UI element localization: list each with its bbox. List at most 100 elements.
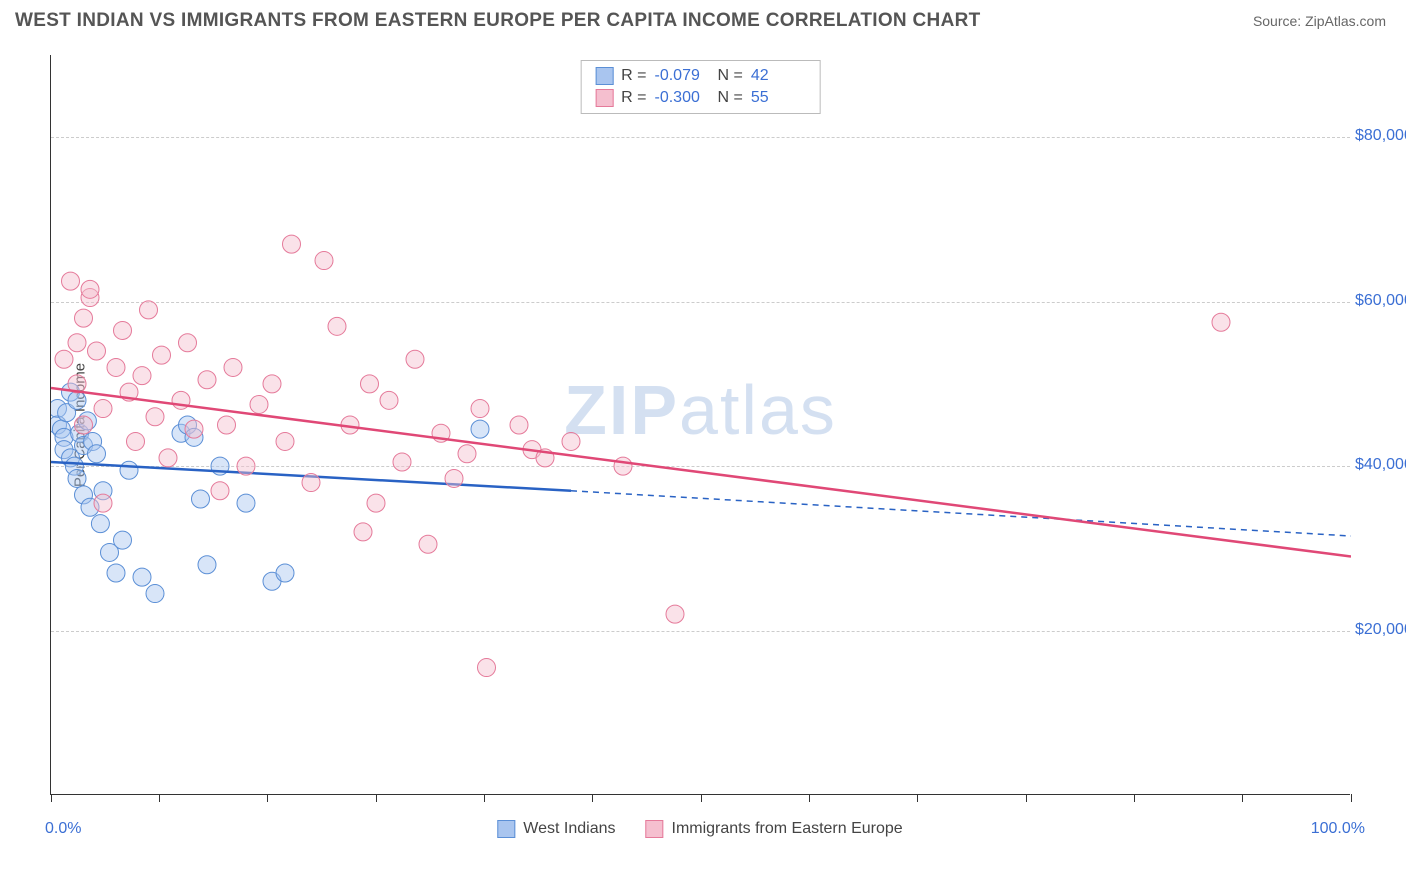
scatter-point xyxy=(510,416,528,434)
scatter-point xyxy=(445,469,463,487)
chart-container: Per Capita Income ZIPatlas R = -0.079 N … xyxy=(50,55,1350,795)
scatter-point xyxy=(471,400,489,418)
scatter-point xyxy=(68,391,86,409)
x-tick xyxy=(1242,794,1243,802)
scatter-point xyxy=(458,445,476,463)
legend-label-1: West Indians xyxy=(523,820,615,838)
scatter-point xyxy=(250,395,268,413)
scatter-point xyxy=(478,659,496,677)
scatter-point xyxy=(133,568,151,586)
scatter-point xyxy=(107,564,125,582)
y-tick-label: $60,000 xyxy=(1355,292,1406,310)
scatter-point xyxy=(114,321,132,339)
x-axis-min-label: 0.0% xyxy=(45,820,81,838)
x-tick xyxy=(917,794,918,802)
stats-n-value-1: 42 xyxy=(751,67,806,85)
scatter-point xyxy=(107,358,125,376)
stats-row-2: R = -0.300 N = 55 xyxy=(595,87,806,109)
stats-n-label-2: N = xyxy=(718,89,743,107)
stats-n-label-1: N = xyxy=(718,67,743,85)
scatter-point xyxy=(224,358,242,376)
stats-swatch-2 xyxy=(595,89,613,107)
legend-label-2: Immigrants from Eastern Europe xyxy=(672,820,903,838)
scatter-point xyxy=(146,408,164,426)
x-tick xyxy=(376,794,377,802)
scatter-point xyxy=(471,420,489,438)
scatter-point xyxy=(153,346,171,364)
x-tick xyxy=(267,794,268,802)
scatter-point xyxy=(146,585,164,603)
x-tick xyxy=(1026,794,1027,802)
scatter-point xyxy=(94,400,112,418)
scatter-point xyxy=(75,416,93,434)
scatter-point xyxy=(276,432,294,450)
scatter-point xyxy=(198,556,216,574)
scatter-point xyxy=(198,371,216,389)
scatter-point xyxy=(302,474,320,492)
chart-header: WEST INDIAN VS IMMIGRANTS FROM EASTERN E… xyxy=(0,0,1406,37)
scatter-point xyxy=(114,531,132,549)
x-tick xyxy=(51,794,52,802)
scatter-point xyxy=(88,445,106,463)
legend-item-2: Immigrants from Eastern Europe xyxy=(646,820,903,838)
scatter-point xyxy=(237,494,255,512)
scatter-point xyxy=(328,317,346,335)
bottom-legend: West Indians Immigrants from Eastern Eur… xyxy=(497,820,902,838)
plot-area: ZIPatlas R = -0.079 N = 42 R = -0.300 N … xyxy=(50,55,1350,795)
chart-source: Source: ZipAtlas.com xyxy=(1253,13,1386,29)
scatter-point xyxy=(666,605,684,623)
scatter-point xyxy=(192,490,210,508)
scatter-point xyxy=(263,375,281,393)
x-tick xyxy=(701,794,702,802)
scatter-point xyxy=(380,391,398,409)
scatter-point xyxy=(140,301,158,319)
y-tick-label: $40,000 xyxy=(1355,456,1406,474)
stats-r-value-2: -0.300 xyxy=(655,89,710,107)
legend-swatch-1 xyxy=(497,820,515,838)
scatter-point xyxy=(133,367,151,385)
scatter-point xyxy=(614,457,632,475)
x-tick xyxy=(484,794,485,802)
x-tick xyxy=(159,794,160,802)
scatter-point xyxy=(159,449,177,467)
scatter-point xyxy=(211,482,229,500)
x-tick xyxy=(592,794,593,802)
x-axis-labels: 0.0% West Indians Immigrants from Easter… xyxy=(50,820,1350,850)
scatter-point xyxy=(354,523,372,541)
scatter-point xyxy=(68,334,86,352)
scatter-point xyxy=(283,235,301,253)
stats-swatch-1 xyxy=(595,67,613,85)
chart-svg xyxy=(51,55,1351,795)
x-tick xyxy=(809,794,810,802)
y-tick-label: $80,000 xyxy=(1355,127,1406,145)
legend-item-1: West Indians xyxy=(497,820,615,838)
x-axis-max-label: 100.0% xyxy=(1311,820,1365,838)
scatter-point xyxy=(94,494,112,512)
scatter-point xyxy=(127,432,145,450)
scatter-point xyxy=(393,453,411,471)
scatter-point xyxy=(81,280,99,298)
scatter-point xyxy=(55,350,73,368)
scatter-point xyxy=(419,535,437,553)
scatter-point xyxy=(367,494,385,512)
scatter-point xyxy=(120,461,138,479)
x-tick xyxy=(1134,794,1135,802)
legend-swatch-2 xyxy=(646,820,664,838)
stats-legend: R = -0.079 N = 42 R = -0.300 N = 55 xyxy=(580,60,821,114)
scatter-point xyxy=(88,342,106,360)
scatter-point xyxy=(562,432,580,450)
scatter-point xyxy=(237,457,255,475)
scatter-point xyxy=(68,469,86,487)
y-tick-label: $20,000 xyxy=(1355,621,1406,639)
stats-row-1: R = -0.079 N = 42 xyxy=(595,65,806,87)
scatter-point xyxy=(218,416,236,434)
x-tick xyxy=(1351,794,1352,802)
scatter-point xyxy=(179,334,197,352)
scatter-point xyxy=(315,252,333,270)
scatter-point xyxy=(185,420,203,438)
regression-line-extrapolated xyxy=(571,491,1351,536)
stats-r-value-1: -0.079 xyxy=(655,67,710,85)
scatter-point xyxy=(91,515,109,533)
stats-r-label-1: R = xyxy=(621,67,646,85)
scatter-point xyxy=(361,375,379,393)
